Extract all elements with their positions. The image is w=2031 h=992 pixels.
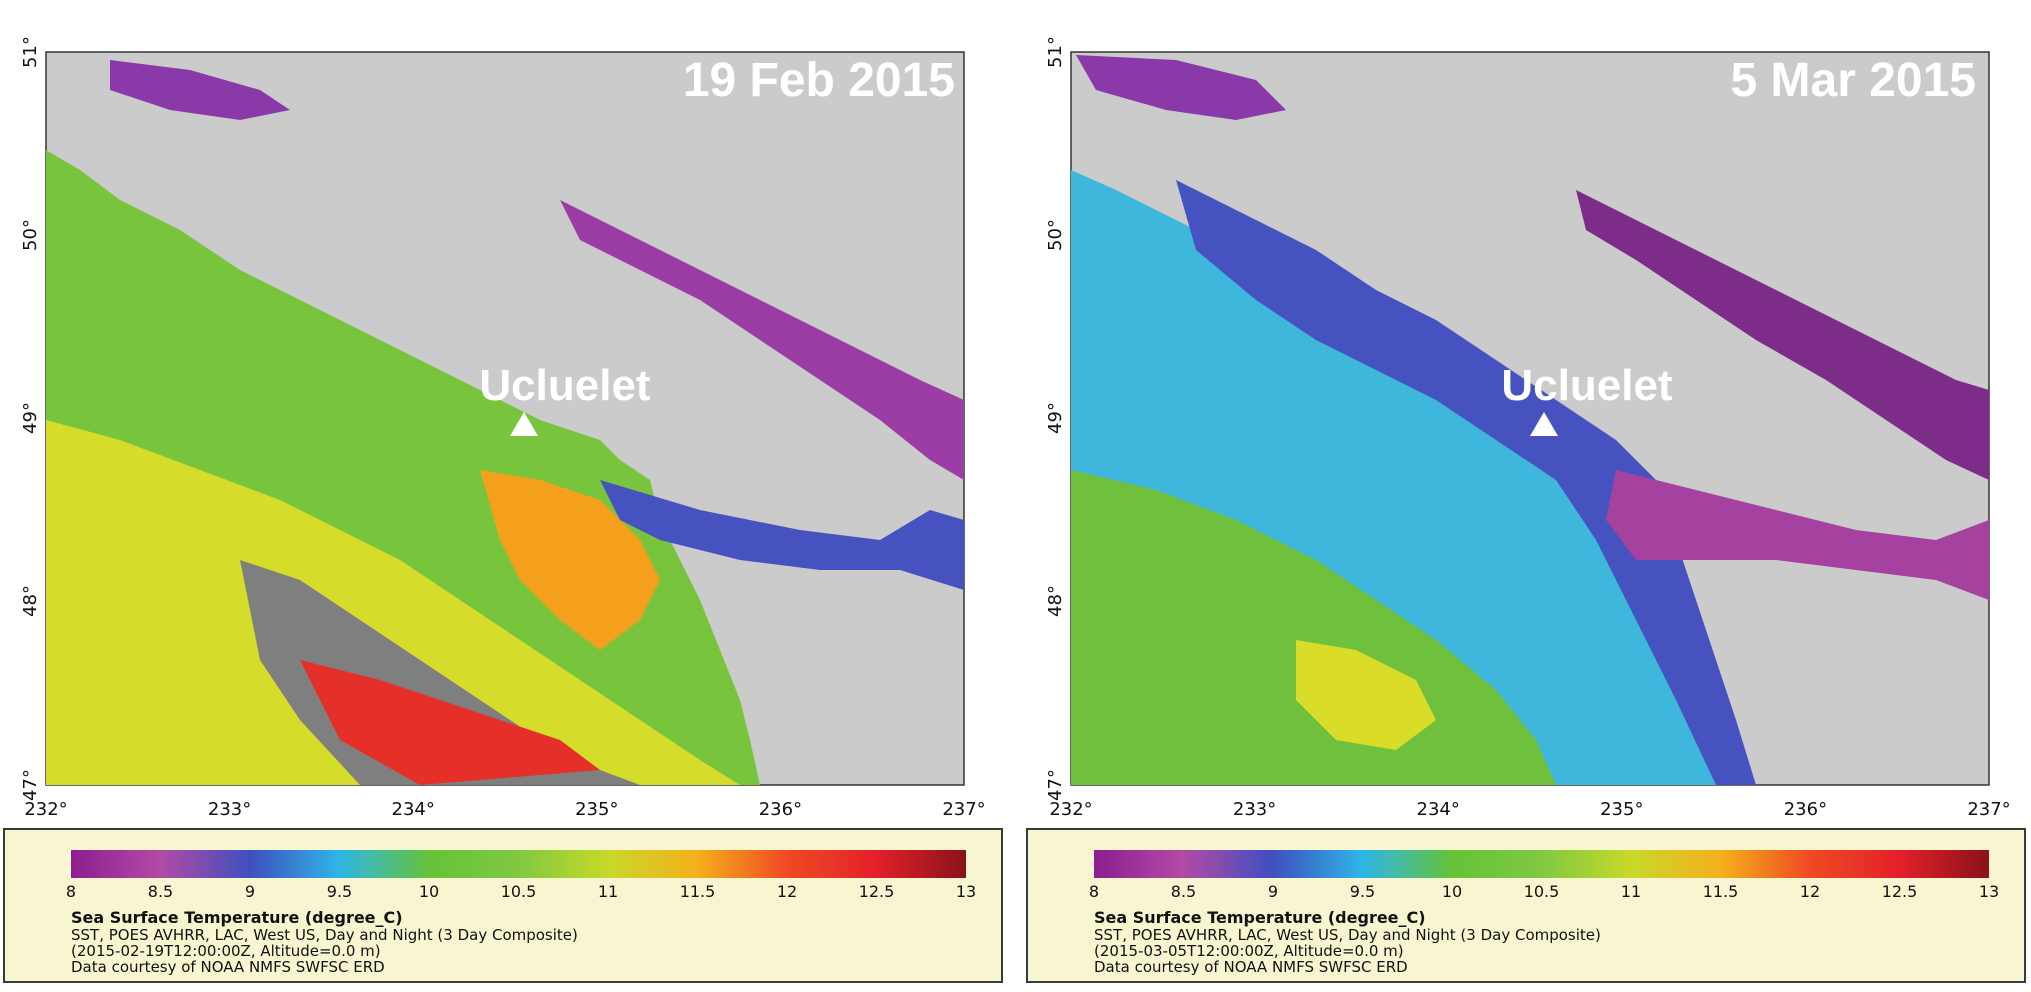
cb-tick-8: 12: [776, 882, 798, 901]
cb-tick-1: 8.5: [1170, 882, 1197, 901]
sst-panel-left: 232° 233° 234° 235° 236° 237° 51° 50° 49…: [0, 0, 1015, 992]
strait-sst-blue: [600, 480, 964, 590]
legend-panel: 8 8.5 9 9.5 10 10.5 11 11.5 12 12.5 13 S…: [3, 828, 1003, 983]
legend-line-2: (2015-03-05T12:00:00Z, Altitude=0.0 m): [1094, 942, 1404, 960]
ocean-sst-red: [300, 660, 600, 785]
cb-tick-7: 11.5: [679, 882, 716, 901]
legend-line-1: SST, POES AVHRR, LAC, West US, Day and N…: [1094, 926, 1601, 944]
map-right: 232° 233° 234° 235° 236° 237° 51° 50° 49…: [1045, 36, 2011, 820]
y-tick-1: 50°: [1045, 219, 1066, 251]
date-label: 19 Feb 2015: [683, 54, 955, 107]
legend-title: Sea Surface Temperature (degree_C): [1094, 908, 1426, 927]
map-left: 232° 233° 234° 235° 236° 237° 51° 50° 49…: [20, 36, 986, 820]
cb-tick-3: 9.5: [326, 882, 353, 901]
ocean-sst-yellow: [46, 420, 740, 785]
cb-tick-8: 12: [1799, 882, 1821, 901]
ocean-sst-green: [1071, 470, 1556, 785]
location-label: Ucluelet: [479, 361, 651, 410]
y-tick-3: 48°: [20, 585, 41, 617]
x-tick-0: 232°: [1049, 799, 1092, 820]
inlet-sst-purple: [560, 200, 964, 480]
date-label: 5 Mar 2015: [1730, 54, 1976, 107]
legend-title: Sea Surface Temperature (degree_C): [71, 908, 403, 927]
cb-tick-0: 8: [65, 882, 77, 901]
ocean-sst-orange: [480, 470, 660, 650]
x-tick-2: 234°: [392, 799, 435, 820]
x-tick-2: 234°: [1417, 799, 1460, 820]
legend-line-1: SST, POES AVHRR, LAC, West US, Day and N…: [71, 926, 578, 944]
x-tick-3: 235°: [1600, 799, 1643, 820]
legend-line-3: Data courtesy of NOAA NMFS SWFSC ERD: [71, 958, 385, 976]
x-tick-4: 236°: [1784, 799, 1827, 820]
y-tick-2: 49°: [1045, 402, 1066, 434]
cb-tick-10: 13: [955, 882, 977, 901]
cb-tick-6: 11: [1620, 882, 1642, 901]
location-label: Ucluelet: [1501, 361, 1673, 410]
cb-tick-9: 12.5: [1881, 882, 1918, 901]
x-axis-right: 232° 233° 234° 235° 236° 237°: [1049, 799, 2010, 820]
x-tick-5: 237°: [942, 799, 985, 820]
cb-tick-6: 11: [597, 882, 619, 901]
cb-tick-9: 12.5: [858, 882, 895, 901]
y-tick-4: 47°: [20, 769, 41, 801]
location-marker-icon: [510, 412, 538, 436]
cb-tick-7: 11.5: [1702, 882, 1739, 901]
cb-tick-4: 10: [1441, 882, 1463, 901]
y-tick-4: 47°: [1045, 769, 1066, 801]
y-tick-0: 51°: [1045, 36, 1066, 68]
x-tick-0: 232°: [24, 799, 67, 820]
strait-sst-purple: [1606, 470, 1989, 600]
legend-panel: 8 8.5 9 9.5 10 10.5 11 11.5 12 12.5 13 S…: [1026, 828, 2026, 983]
colorbar: [1094, 850, 1989, 878]
x-tick-3: 235°: [575, 799, 618, 820]
x-tick-1: 233°: [1233, 799, 1276, 820]
north-sst-purple: [1076, 55, 1286, 120]
cb-tick-5: 10.5: [500, 882, 537, 901]
cb-tick-2: 9: [244, 882, 256, 901]
legend-line-2: (2015-02-19T12:00:00Z, Altitude=0.0 m): [71, 942, 381, 960]
ocean-sst-yellow: [1296, 640, 1436, 750]
cb-tick-1: 8.5: [147, 882, 174, 901]
colorbar: [71, 850, 966, 878]
y-axis-left: 51° 50° 49° 48° 47°: [20, 36, 41, 801]
y-tick-2: 49°: [20, 402, 41, 434]
x-axis-left: 232° 233° 234° 235° 236° 237°: [24, 799, 985, 820]
cb-tick-0: 8: [1088, 882, 1100, 901]
x-tick-5: 237°: [1967, 799, 2010, 820]
coast-sst-blue: [1176, 180, 1756, 785]
cb-tick-4: 10: [418, 882, 440, 901]
sst-panel-right: 232° 233° 234° 235° 236° 237° 51° 50° 49…: [1016, 0, 2031, 992]
cb-tick-5: 10.5: [1523, 882, 1560, 901]
north-sst-purple: [110, 60, 290, 120]
x-tick-4: 236°: [759, 799, 802, 820]
cb-tick-3: 9.5: [1349, 882, 1376, 901]
y-axis-right: 51° 50° 49° 48° 47°: [1045, 36, 1066, 801]
y-tick-1: 50°: [20, 219, 41, 251]
x-tick-1: 233°: [208, 799, 251, 820]
inlet-sst-purple: [1576, 190, 1989, 480]
location-marker-icon: [1530, 412, 1558, 436]
y-tick-3: 48°: [1045, 585, 1066, 617]
cb-tick-2: 9: [1267, 882, 1279, 901]
y-tick-0: 51°: [20, 36, 41, 68]
legend-line-3: Data courtesy of NOAA NMFS SWFSC ERD: [1094, 958, 1408, 976]
cb-tick-10: 13: [1978, 882, 2000, 901]
